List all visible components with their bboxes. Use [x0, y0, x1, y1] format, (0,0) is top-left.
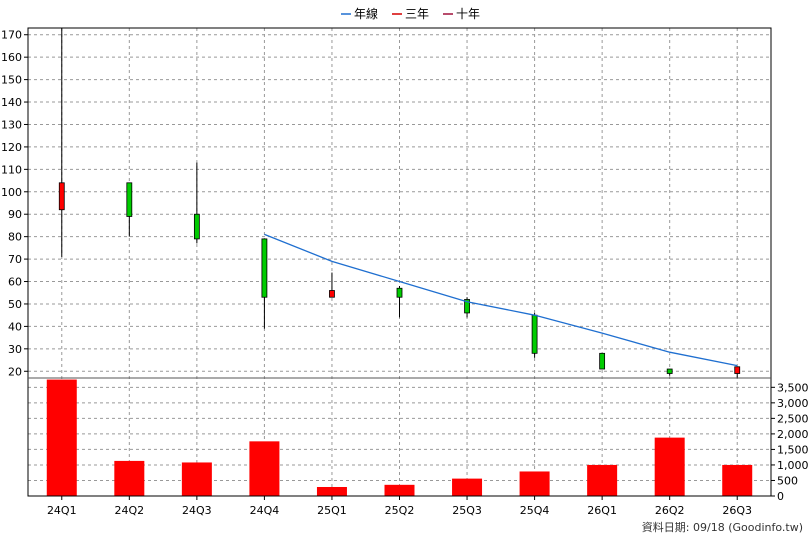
- price-tick-label: 160: [1, 51, 22, 64]
- candle-body: [396, 287, 403, 298]
- volume-tick-label: 500: [777, 474, 798, 487]
- price-tick-label: 170: [1, 29, 22, 42]
- candle-body: [329, 290, 335, 298]
- candle-body: [599, 352, 606, 370]
- x-tick-label: 25Q2: [385, 504, 415, 517]
- x-tick-label: 25Q1: [317, 504, 347, 517]
- candle-body: [58, 182, 65, 211]
- candle-body: [531, 314, 538, 354]
- legend-label: 年線: [354, 6, 378, 21]
- plot-frame: [27, 27, 772, 497]
- volume-bar: [114, 460, 145, 496]
- legend: 年線 三年 十年: [341, 6, 480, 21]
- volume-bar: [722, 464, 753, 496]
- price-tick-label: 20: [8, 365, 22, 378]
- x-tick-label: 24Q2: [114, 504, 144, 517]
- plot-border: [27, 27, 772, 497]
- legend-label: 十年: [456, 7, 480, 21]
- legend-label: 三年: [405, 7, 429, 21]
- price-tick-label: 60: [8, 276, 22, 289]
- year-line-series: [264, 233, 738, 367]
- volume-bars: [46, 379, 753, 496]
- candlesticks: [58, 28, 741, 378]
- volume-tick-label: 2,500: [777, 412, 808, 425]
- price-tick-label: 70: [8, 253, 22, 266]
- price-tick-label: 150: [1, 74, 22, 87]
- volume-tick-label: 1,000: [777, 459, 808, 472]
- candle-body: [261, 238, 268, 298]
- x-tick-label: 25Q3: [452, 504, 482, 517]
- price-tick-label: 50: [8, 298, 22, 311]
- volume-tick-label: 0: [777, 490, 784, 503]
- x-tick-label: 24Q4: [250, 504, 280, 517]
- price-tick-label: 40: [8, 320, 22, 333]
- volume-tick-label: 3,500: [777, 381, 808, 394]
- x-tick-label: 24Q1: [47, 504, 77, 517]
- volume-bar: [181, 462, 212, 496]
- price-tick-label: 110: [1, 163, 22, 176]
- volume-bar: [587, 464, 618, 496]
- volume-tick-label: 1,500: [777, 443, 808, 456]
- volume-bar: [46, 379, 77, 496]
- volume-tick-label: 3,000: [777, 397, 808, 410]
- x-tick-label: 26Q2: [655, 504, 685, 517]
- volume-axis: 0 500 1,000 1,500 2,000 2,500 3,000 3,500: [771, 381, 808, 503]
- candle-body: [464, 299, 470, 314]
- volume-bar: [519, 471, 550, 496]
- price-tick-label: 130: [1, 118, 22, 131]
- x-tick-label: 26Q3: [722, 504, 752, 517]
- price-tick-label: 100: [1, 186, 22, 199]
- volume-tick-label: 2,000: [777, 428, 808, 441]
- x-axis: 24Q1 24Q2 24Q3 24Q4 25Q1 25Q2 25Q3 25Q4 26Q1 26Q2…: [47, 496, 752, 517]
- volume-bar: [316, 486, 347, 496]
- price-tick-label: 90: [8, 208, 22, 221]
- x-tick-label: 26Q1: [587, 504, 617, 517]
- x-tick-label: 24Q3: [182, 504, 212, 517]
- volume-bar: [452, 478, 483, 496]
- price-tick-label: 30: [8, 343, 22, 356]
- price-axis: 20 30 40 50 60 70 80 90 100 110 120 130 140 150 160 170: [1, 29, 28, 378]
- candle-body: [666, 368, 673, 374]
- candle-body: [734, 366, 741, 374]
- year-line: [264, 233, 738, 367]
- grid-lines: [28, 28, 771, 496]
- price-tick-label: 140: [1, 96, 22, 109]
- x-tick-label: 25Q4: [520, 504, 550, 517]
- volume-bar: [384, 484, 415, 496]
- volume-bar: [249, 441, 280, 496]
- volume-bar: [654, 437, 685, 496]
- price-tick-label: 80: [8, 231, 22, 244]
- candle-body: [193, 213, 200, 240]
- price-tick-label: 120: [1, 141, 22, 154]
- footer-date-label: 資料日期: 09/18 (Goodinfo.tw): [642, 520, 803, 534]
- candle-body: [126, 182, 133, 217]
